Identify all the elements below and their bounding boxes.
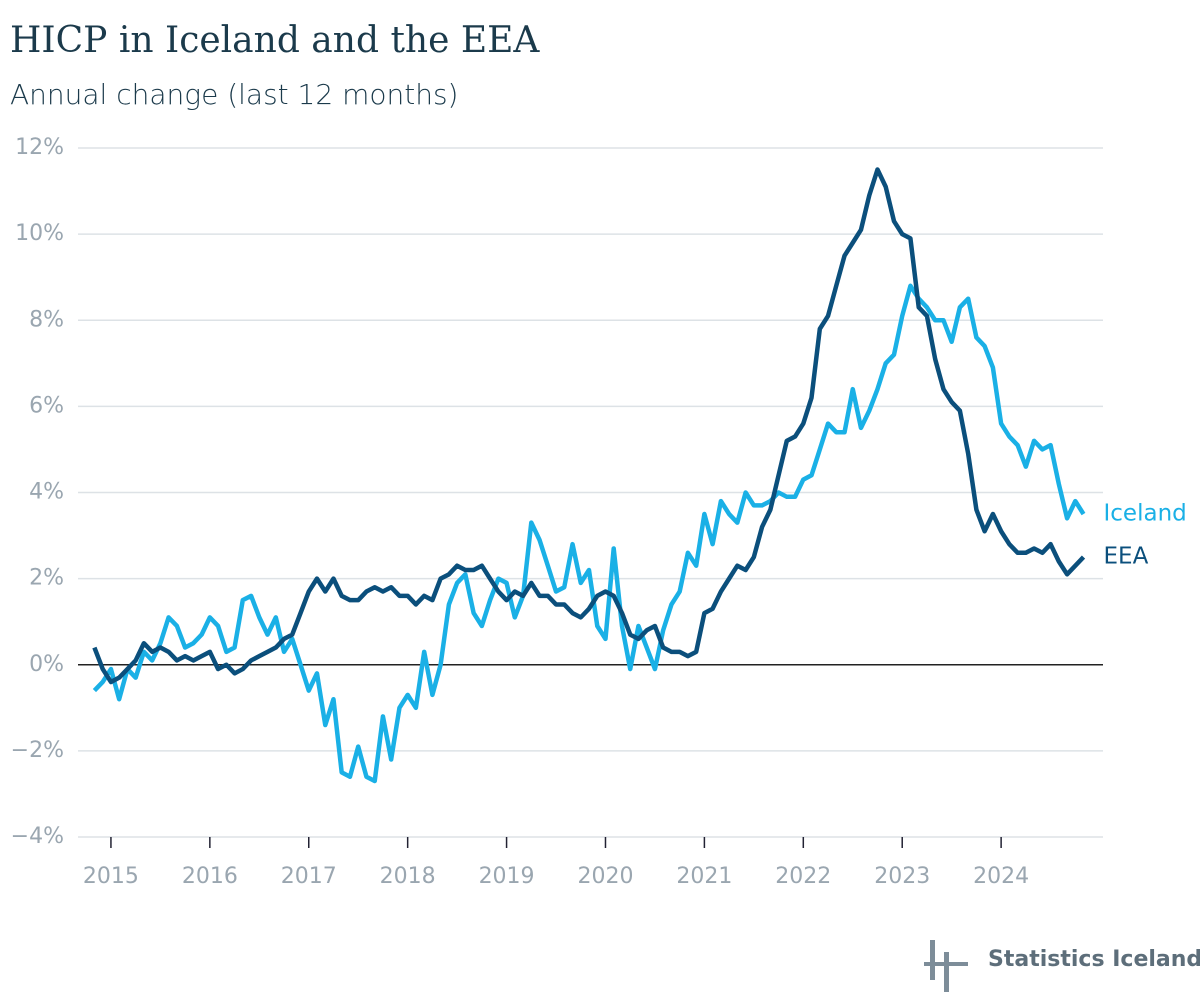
series-label: EEA (1104, 544, 1149, 570)
y-tick-label: −4% (11, 824, 64, 849)
y-tick-label: 0% (29, 652, 64, 677)
x-tick-label: 2023 (874, 864, 930, 889)
line-series (92, 167, 1086, 685)
source: Statistics Iceland (988, 947, 1200, 972)
chart-title: HICP in Iceland and the EEA (10, 20, 540, 61)
x-tick-label: 2022 (775, 864, 831, 889)
logo (924, 940, 968, 992)
y-tick-label: 8% (29, 307, 64, 332)
y-tick-label: 6% (29, 393, 64, 418)
x-tick-label: 2018 (380, 864, 436, 889)
x-tick-label: 2019 (479, 864, 535, 889)
y-tick-label: 2% (29, 566, 64, 591)
x-tick-label: 2024 (973, 864, 1029, 889)
y-tick-label: 4% (29, 480, 64, 505)
x-tick-label: 2021 (676, 864, 732, 889)
y-tick-label: 10% (15, 221, 64, 246)
x-tick-label: 2015 (83, 864, 139, 889)
x-tick-label: 2020 (577, 864, 633, 889)
y-tick-label: 12% (15, 135, 64, 160)
series-label: Iceland (1104, 501, 1187, 527)
y-tick-label: −2% (11, 738, 64, 763)
x-tick-label: 2016 (182, 864, 238, 889)
chart-subtitle: Annual change (last 12 months) (10, 78, 458, 111)
x-tick-label: 2017 (281, 864, 337, 889)
